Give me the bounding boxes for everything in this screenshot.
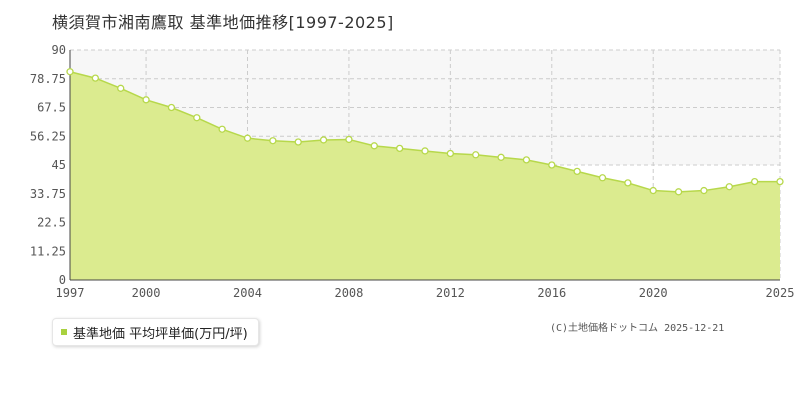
data-points [66,68,784,196]
data-point-2021 [674,188,683,196]
data-point-1997 [66,68,74,76]
y-tick-label: 11.25 [30,244,66,258]
data-point-2015 [522,156,531,164]
data-point-2010 [395,144,404,153]
y-tick-label: 90 [52,43,66,57]
y-tick-label: 0 [59,273,66,287]
data-point-2013 [472,151,480,159]
data-point-2011 [421,147,429,155]
x-tick-label: 1997 [56,286,85,300]
data-point-2001 [167,103,176,112]
data-point-2009 [370,142,378,150]
data-point-2006 [294,138,302,146]
data-point-2022 [700,186,708,195]
data-point-2018 [598,174,607,182]
y-tick-label: 56.25 [30,129,66,143]
y-tick-label: 33.75 [30,187,66,201]
data-point-2012 [446,149,455,158]
data-point-2000 [142,96,150,104]
data-point-1998 [91,74,100,82]
x-tick-labels: 1997 2000 2004 2008 2012 2016 2020 2025 [56,286,795,300]
data-point-2016 [548,161,556,169]
x-tick-label: 2020 [639,286,668,300]
data-point-2007 [319,136,328,144]
y-tick-label: 78.75 [30,72,66,86]
x-tick-label: 2012 [436,286,465,300]
x-tick-label: 2008 [334,286,363,300]
data-point-2014 [497,153,505,161]
y-tick-label: 45 [52,158,66,172]
data-point-2024 [750,177,759,186]
data-point-2005 [269,137,277,145]
data-point-2023 [725,183,733,191]
axes [69,50,780,281]
copyright-credit: (C)土地価格ドットコム 2025-12-21 [550,323,725,334]
data-point-2003 [218,125,226,133]
x-tick-label: 2025 [766,286,795,300]
y-tick-label: 22.5 [37,216,66,230]
x-tick-label: 2004 [233,286,262,300]
data-point-2020 [649,186,657,195]
legend: 基準地価 平均坪単価(万円/坪) [52,318,259,346]
data-point-2002 [193,114,201,122]
y-tick-labels: 0 11.25 22.5 33.75 45 56.25 67.5 78.75 90 [30,43,66,287]
data-point-1999 [117,84,125,92]
data-point-2025 [776,177,784,186]
data-point-2017 [573,167,581,176]
data-point-2008 [345,135,353,144]
data-point-2004 [243,134,252,142]
x-tick-label: 2000 [132,286,161,300]
chart-title: 横須賀市湘南鷹取 基準地価推移[1997-2025] [52,13,394,32]
legend-swatch [61,329,67,335]
legend-label: 基準地価 平均坪単価(万円/坪) [73,326,248,342]
y-tick-label: 67.5 [37,101,66,115]
x-tick-label: 2016 [537,286,566,300]
data-point-2019 [624,179,632,187]
area-fill [70,71,780,280]
